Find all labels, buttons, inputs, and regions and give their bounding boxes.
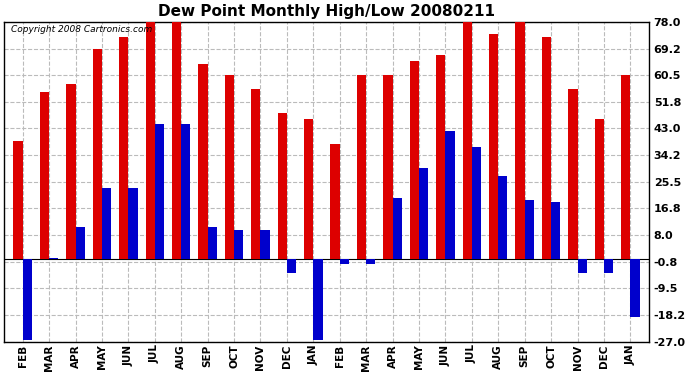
Bar	[66, 84, 75, 260]
Bar	[524, 200, 534, 260]
Bar	[208, 227, 217, 260]
Bar	[515, 22, 524, 260]
Bar	[595, 119, 604, 260]
Bar	[102, 188, 111, 260]
Bar	[419, 168, 428, 260]
Bar	[287, 260, 296, 273]
Bar	[23, 260, 32, 340]
Bar	[75, 227, 85, 260]
Bar	[277, 113, 287, 260]
Bar	[631, 260, 640, 317]
Bar	[155, 124, 164, 260]
Bar	[621, 75, 631, 260]
Bar	[234, 231, 244, 260]
Bar	[304, 119, 313, 260]
Bar	[384, 75, 393, 260]
Bar	[92, 48, 102, 260]
Bar	[569, 89, 578, 260]
Bar	[40, 92, 49, 260]
Bar	[260, 231, 270, 260]
Bar	[489, 34, 498, 260]
Bar	[604, 260, 613, 273]
Bar	[49, 258, 59, 260]
Bar	[472, 147, 481, 260]
Bar	[128, 188, 137, 260]
Bar	[181, 124, 190, 260]
Bar	[251, 89, 260, 260]
Bar	[119, 37, 128, 260]
Bar	[146, 22, 155, 260]
Bar	[498, 176, 507, 260]
Bar	[578, 260, 586, 273]
Bar	[172, 22, 181, 260]
Bar	[551, 201, 560, 260]
Bar	[410, 62, 419, 260]
Bar	[393, 198, 402, 260]
Bar	[13, 141, 23, 260]
Title: Dew Point Monthly High/Low 20080211: Dew Point Monthly High/Low 20080211	[158, 4, 495, 19]
Bar	[542, 37, 551, 260]
Bar	[339, 260, 349, 264]
Bar	[313, 260, 322, 340]
Bar	[331, 144, 339, 260]
Bar	[462, 22, 472, 260]
Bar	[436, 55, 446, 260]
Bar	[446, 131, 455, 260]
Bar	[198, 64, 208, 260]
Text: Copyright 2008 Cartronics.com: Copyright 2008 Cartronics.com	[10, 25, 152, 34]
Bar	[366, 260, 375, 264]
Bar	[225, 75, 234, 260]
Bar	[357, 75, 366, 260]
